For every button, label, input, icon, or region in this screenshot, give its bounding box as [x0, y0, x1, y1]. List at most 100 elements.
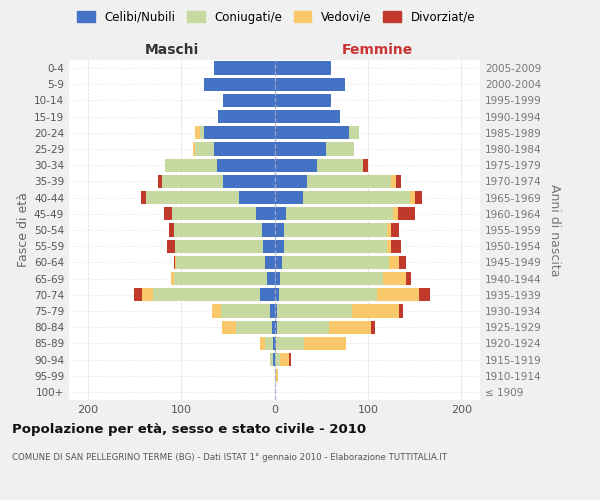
Bar — [275, 158, 317, 172]
Bar — [223, 175, 275, 188]
Bar — [277, 304, 352, 318]
Bar — [272, 320, 275, 334]
Bar — [169, 224, 173, 236]
Bar — [265, 336, 272, 350]
Bar — [275, 256, 282, 269]
Bar — [172, 207, 256, 220]
Bar — [410, 191, 415, 204]
Y-axis label: Fasce di età: Fasce di età — [17, 192, 30, 268]
Bar — [406, 272, 411, 285]
Bar — [275, 240, 284, 253]
Bar — [275, 110, 340, 124]
Bar — [399, 304, 403, 318]
Bar — [146, 191, 239, 204]
Bar — [218, 110, 275, 124]
Bar — [277, 369, 278, 382]
Bar — [386, 240, 391, 253]
Bar — [173, 256, 175, 269]
Bar — [134, 288, 142, 302]
Bar — [329, 320, 371, 334]
Bar — [214, 142, 275, 156]
Bar — [275, 78, 344, 91]
Bar — [415, 191, 422, 204]
Bar — [282, 256, 389, 269]
Bar — [260, 288, 275, 302]
Bar — [371, 320, 376, 334]
Bar — [275, 142, 326, 156]
Bar — [267, 272, 275, 285]
Bar — [277, 320, 329, 334]
Bar — [275, 336, 277, 350]
Legend: Celibi/Nubili, Coniugati/e, Vedovi/e, Divorziat/e: Celibi/Nubili, Coniugati/e, Vedovi/e, Di… — [72, 6, 480, 28]
Bar — [205, 78, 275, 91]
Text: Popolazione per età, sesso e stato civile - 2010: Popolazione per età, sesso e stato civil… — [12, 422, 366, 436]
Bar — [275, 175, 307, 188]
Bar — [275, 224, 284, 236]
Text: COMUNE DI SAN PELLEGRINO TERME (BG) - Dati ISTAT 1° gennaio 2010 - Elaborazione : COMUNE DI SAN PELLEGRINO TERME (BG) - Da… — [12, 452, 447, 462]
Bar — [275, 191, 302, 204]
Bar — [391, 175, 396, 188]
Bar — [275, 288, 279, 302]
Bar — [277, 336, 304, 350]
Bar — [158, 175, 163, 188]
Bar — [307, 175, 391, 188]
Bar — [391, 224, 399, 236]
Bar — [389, 256, 399, 269]
Bar — [142, 288, 153, 302]
Bar — [256, 207, 275, 220]
Bar — [167, 240, 175, 253]
Bar — [272, 336, 275, 350]
Bar — [223, 94, 275, 107]
Bar — [265, 256, 275, 269]
Bar — [275, 353, 280, 366]
Bar — [419, 288, 430, 302]
Bar — [176, 256, 265, 269]
Bar — [284, 224, 386, 236]
Bar — [377, 288, 419, 302]
Bar — [173, 272, 267, 285]
Bar — [175, 240, 263, 253]
Bar — [173, 224, 262, 236]
Text: Maschi: Maschi — [145, 44, 199, 58]
Bar — [212, 304, 221, 318]
Bar — [270, 353, 272, 366]
Bar — [396, 175, 401, 188]
Bar — [236, 320, 272, 334]
Bar — [386, 224, 391, 236]
Bar — [275, 94, 331, 107]
Bar — [352, 304, 399, 318]
Bar — [275, 62, 331, 74]
Bar — [260, 336, 265, 350]
Bar — [326, 142, 354, 156]
Bar — [222, 320, 236, 334]
Bar — [195, 142, 214, 156]
Bar — [217, 158, 275, 172]
Bar — [284, 240, 386, 253]
Bar — [289, 353, 292, 366]
Text: Femmine: Femmine — [341, 44, 413, 58]
Bar — [205, 126, 275, 140]
Bar — [349, 126, 359, 140]
Bar — [383, 272, 406, 285]
Bar — [398, 207, 415, 220]
Bar — [317, 158, 363, 172]
Bar — [363, 158, 368, 172]
Bar — [270, 304, 275, 318]
Bar — [275, 304, 277, 318]
Bar — [275, 207, 286, 220]
Bar — [164, 207, 172, 220]
Bar — [275, 369, 277, 382]
Bar — [263, 240, 275, 253]
Bar — [275, 126, 349, 140]
Bar — [171, 272, 173, 285]
Y-axis label: Anni di nascita: Anni di nascita — [548, 184, 561, 276]
Bar — [153, 288, 260, 302]
Bar — [280, 272, 383, 285]
Bar — [304, 336, 346, 350]
Bar — [275, 320, 277, 334]
Bar — [393, 207, 398, 220]
Bar — [391, 240, 401, 253]
Bar — [262, 224, 275, 236]
Bar — [399, 256, 406, 269]
Bar — [193, 142, 195, 156]
